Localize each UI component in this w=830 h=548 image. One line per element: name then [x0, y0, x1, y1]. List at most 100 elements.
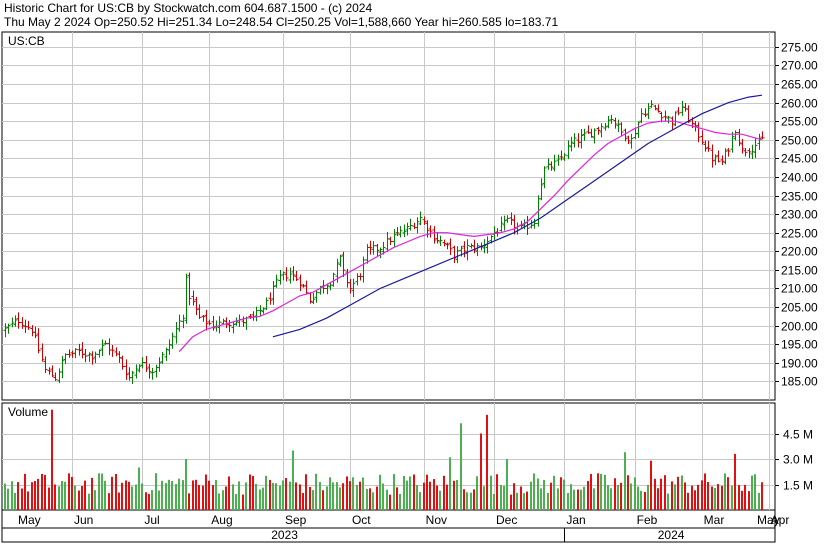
volume-bar	[593, 488, 595, 510]
volume-bar	[734, 453, 736, 510]
volume-bar	[533, 473, 535, 510]
ohlc-bar	[170, 332, 175, 349]
year-label: 2023	[271, 528, 298, 542]
volume-bar	[419, 492, 421, 510]
volume-bar	[235, 494, 237, 510]
ohlc-bar	[258, 305, 263, 317]
ohlc-bar	[130, 371, 135, 385]
volume-bar	[513, 483, 515, 510]
ohlc-bar	[475, 243, 480, 257]
ohlc-bar	[341, 251, 346, 278]
volume-bar	[416, 485, 418, 510]
month-label: Mar	[704, 513, 725, 527]
ohlc-bar	[254, 306, 259, 322]
volume-bar	[369, 488, 371, 510]
volume-bar	[570, 484, 572, 510]
ohlc-bar	[227, 319, 232, 333]
volume-bar	[751, 475, 753, 510]
ohlc-bar	[559, 150, 564, 161]
ohlc-bar	[432, 226, 437, 244]
ohlc-bar	[325, 283, 330, 295]
ohlc-bar	[160, 351, 165, 364]
volume-bar	[245, 482, 247, 510]
volume-bar	[634, 477, 636, 510]
volume-bar	[222, 490, 224, 510]
volume-bar	[674, 484, 676, 510]
ohlc-bar	[455, 246, 460, 264]
volume-bar	[326, 486, 328, 510]
volume-bar	[493, 493, 495, 510]
ohlc-bar	[740, 138, 745, 154]
volume-bar	[151, 490, 153, 510]
month-label: Aug	[211, 513, 232, 527]
ohlc-bar	[452, 245, 457, 263]
month-label: Nov	[426, 513, 447, 527]
volume-bar	[356, 484, 358, 510]
volume-bar	[41, 473, 43, 510]
ohlc-bar	[16, 312, 21, 329]
volume-bar	[342, 483, 344, 510]
ohlc-bar	[268, 292, 273, 305]
volume-bar	[426, 474, 428, 510]
quote-summary: Thu May 2 2024 Op=250.52 Hi=251.34 Lo=24…	[4, 15, 559, 29]
ohlc-bar	[402, 224, 407, 238]
volume-bar	[523, 493, 525, 510]
volume-bar	[44, 474, 46, 510]
ohlc-bar	[649, 100, 654, 108]
ohlc-bar	[298, 274, 303, 292]
volume-bar	[24, 473, 26, 510]
volume-bar	[225, 486, 227, 510]
ohlc-bar	[646, 103, 651, 120]
volume-bar	[423, 482, 425, 510]
ohlc-bar	[499, 216, 504, 232]
volume-bar	[315, 473, 317, 510]
volume-bar	[409, 476, 411, 510]
ohlc-bar	[157, 357, 162, 372]
volume-bar	[731, 485, 733, 510]
volume-bar	[279, 485, 281, 510]
ohlc-bar	[613, 117, 618, 129]
volume-bar	[48, 487, 50, 510]
ohlc-bar	[542, 166, 547, 189]
volume-bar	[131, 486, 133, 510]
ohlc-bar	[314, 290, 319, 303]
volume-bar	[660, 478, 662, 510]
volume-bar	[470, 492, 472, 510]
volume-bar	[81, 485, 83, 510]
volume-bar	[744, 484, 746, 510]
ohlc-bar	[743, 148, 748, 157]
volume-bar	[413, 474, 415, 510]
ohlc-bar	[532, 218, 537, 229]
ohlc-bar	[304, 280, 309, 295]
ohlc-bar	[569, 136, 574, 152]
volume-bar	[480, 433, 482, 510]
volume-bar	[490, 475, 492, 510]
volume-bar	[741, 490, 743, 510]
ohlc-bar	[676, 107, 681, 116]
ohlc-bar	[686, 105, 691, 124]
ohlc-bar	[23, 319, 28, 333]
volume-bar	[671, 481, 673, 510]
ohlc-bar	[448, 238, 453, 255]
ohlc-bar	[264, 297, 269, 310]
volume-bar	[721, 485, 723, 510]
ohlc-bar	[124, 359, 129, 380]
moving-average-long-line	[272, 94, 763, 338]
ohlc-bar	[368, 240, 373, 255]
ohlc-bar	[482, 239, 487, 254]
volume-bar	[503, 485, 505, 510]
volume-bar	[94, 490, 96, 510]
volume-bar	[108, 493, 110, 510]
volume-bar	[664, 475, 666, 510]
ohlc-bar	[505, 215, 510, 223]
volume-bar	[319, 482, 321, 510]
volume-bar	[135, 484, 137, 510]
volume-bar	[684, 482, 686, 510]
ohlc-bar	[191, 290, 196, 306]
volume-bar	[476, 476, 478, 510]
ohlc-bar	[110, 345, 115, 357]
volume-bar	[202, 485, 204, 510]
volume-bar	[617, 484, 619, 510]
volume-bar	[627, 475, 629, 510]
price-tick-label: 250.00	[781, 134, 818, 148]
